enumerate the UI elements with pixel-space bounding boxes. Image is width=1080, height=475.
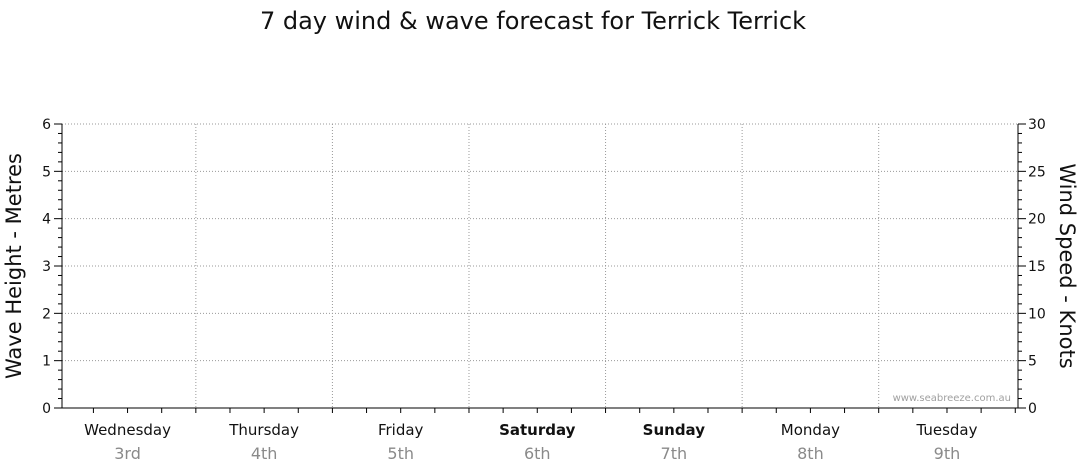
left-tick-label: 1 [42, 354, 51, 370]
date-label: 4th [251, 444, 278, 463]
date-label: 6th [524, 444, 551, 463]
day-label: Monday [781, 421, 840, 439]
left-tick-label: 6 [42, 117, 51, 133]
right-tick-label: 15 [1028, 259, 1046, 275]
date-label: 5th [387, 444, 414, 463]
right-axis-title: Wind Speed - Knots [1055, 163, 1079, 368]
left-axis: 0 1 2 3 4 5 6 [42, 117, 63, 417]
day-label: Sunday [643, 421, 706, 439]
right-tick-label: 30 [1028, 117, 1046, 133]
right-tick-label: 10 [1028, 306, 1046, 322]
right-tick-label: 20 [1028, 212, 1046, 228]
left-axis-title: Wave Height - Metres [2, 153, 26, 379]
left-tick-label: 0 [42, 401, 51, 417]
day-label: Saturday [499, 421, 576, 439]
right-tick-label: 25 [1028, 164, 1046, 180]
watermark: www.seabreeze.com.au [893, 393, 1011, 404]
left-tick-label: 5 [42, 164, 51, 180]
left-tick-label: 2 [42, 306, 51, 322]
right-axis: 0 5 10 15 20 25 30 [1017, 117, 1046, 417]
right-tick-label: 5 [1028, 354, 1037, 370]
day-label: Wednesday [84, 421, 171, 439]
x-axis: Wednesday 3rd Thursday 4th Friday 5th Saturday… [62, 407, 1018, 463]
day-label: Thursday [228, 421, 299, 439]
chart-title: 7 day wind & wave forecast for Terrick T… [260, 7, 806, 35]
grid-lines [62, 123, 1018, 408]
date-label: 3rd [114, 444, 141, 463]
day-label: Friday [378, 421, 424, 439]
right-tick-label: 0 [1028, 401, 1037, 417]
left-tick-label: 3 [42, 259, 51, 275]
date-label: 9th [934, 444, 961, 463]
left-tick-label: 4 [42, 212, 51, 228]
day-label: Tuesday [915, 421, 977, 439]
date-label: 8th [797, 444, 824, 463]
date-label: 7th [661, 444, 688, 463]
